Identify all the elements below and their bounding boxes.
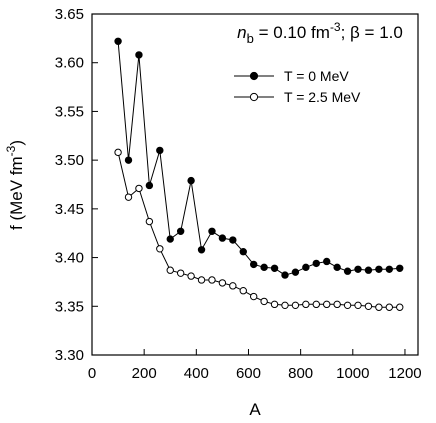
data-point [385, 303, 394, 311]
y-tick-label: 3.50 [55, 152, 84, 169]
data-point [364, 302, 373, 310]
data-point [385, 265, 394, 273]
data-point [124, 193, 133, 201]
x-tick-label: 400 [184, 365, 209, 382]
y-axis-label-exponent: -3 [4, 145, 18, 156]
data-point [270, 300, 279, 309]
data-point [323, 257, 331, 266]
data-point [375, 265, 383, 273]
y-axis-label-main: f (MeV fm [7, 156, 26, 230]
data-point [396, 303, 404, 311]
y-tick-label: 3.45 [55, 201, 84, 218]
x-tick-label: 200 [132, 365, 157, 382]
data-point [114, 37, 122, 45]
data-point [291, 268, 300, 276]
legend: T = 0 MeV T = 2.5 MeV [234, 68, 361, 105]
y-tick-label: 3.30 [55, 347, 84, 364]
x-tick-label: 800 [288, 365, 313, 382]
data-point [156, 146, 164, 155]
data-point [343, 301, 352, 310]
annotation: nb = 0.10 fm-3; β = 1.0 [237, 20, 403, 46]
y-axis-label: f (MeV fm-3) [4, 140, 26, 230]
data-point [166, 235, 174, 243]
y-tick-label: 3.35 [55, 298, 84, 315]
series-lines [117, 41, 400, 308]
data-point [229, 236, 237, 244]
legend-marker-t25 [249, 92, 259, 102]
data-point [364, 266, 373, 274]
data-point [135, 184, 143, 193]
data-point [249, 260, 258, 269]
data-point [187, 272, 195, 280]
legend-label-t0: T = 0 MeV [284, 68, 349, 84]
data-point [176, 227, 185, 235]
y-tick-label: 3.55 [55, 103, 84, 120]
data-point [312, 259, 320, 268]
x-tick-label: 1000 [336, 365, 369, 382]
data-point [145, 181, 154, 190]
legend-marker-t0 [249, 71, 259, 81]
y-tick-label: 3.65 [55, 6, 84, 23]
data-point [375, 303, 383, 311]
data-point [333, 263, 341, 272]
data-point [270, 264, 279, 272]
x-tick-label: 0 [88, 365, 96, 382]
data-point [135, 51, 143, 59]
x-tick-label: 1200 [388, 365, 421, 382]
data-point [176, 269, 185, 277]
series-line-1 [117, 152, 400, 308]
data-point [281, 271, 289, 279]
data-point [239, 286, 247, 295]
data-point [302, 300, 310, 309]
series-line-0 [117, 41, 400, 276]
data-point [302, 263, 310, 272]
data-point [312, 300, 320, 309]
data-point [197, 246, 206, 254]
series-points [114, 37, 404, 311]
data-point [291, 301, 300, 310]
data-point [208, 276, 216, 284]
y-tick-label: 3.40 [55, 250, 84, 267]
data-point [124, 156, 133, 164]
y-tick-label: 3.60 [55, 55, 84, 72]
data-point [218, 279, 227, 287]
x-ticks: 0 200 400 600 800 1000 1200 [88, 349, 422, 382]
data-point [354, 301, 362, 310]
data-point [323, 300, 331, 309]
annotation-beta: ; β = 1.0 [341, 23, 403, 42]
data-point [343, 267, 352, 275]
data-point [229, 282, 237, 290]
data-point [333, 300, 341, 309]
annotation-nb-exponent: -3 [330, 20, 341, 34]
data-point [187, 176, 195, 185]
annotation-nb-value: = 0.10 fm [254, 23, 330, 42]
data-point [166, 266, 174, 274]
data-point [114, 148, 122, 157]
annotation-nb-symbol: n [237, 23, 246, 42]
data-point [281, 301, 289, 310]
data-point [260, 263, 268, 272]
data-point [208, 227, 216, 235]
data-point [249, 292, 258, 301]
x-axis-label: A [249, 400, 261, 419]
data-point [145, 217, 154, 226]
data-point [197, 276, 206, 284]
legend-label-t25: T = 2.5 MeV [284, 89, 361, 105]
data-point [239, 248, 247, 256]
data-point [260, 297, 268, 306]
data-point [218, 234, 227, 242]
y-axis-label-close: ) [7, 140, 26, 146]
y-ticks: 3.30 3.35 3.40 3.45 3.50 3.55 3.60 3.65 [55, 6, 98, 364]
plot-area [91, 13, 419, 356]
annotation-nb-subscript: b [247, 31, 254, 46]
data-point [156, 245, 164, 253]
data-point [396, 264, 404, 272]
x-tick-label: 600 [236, 365, 261, 382]
data-point [354, 265, 362, 273]
